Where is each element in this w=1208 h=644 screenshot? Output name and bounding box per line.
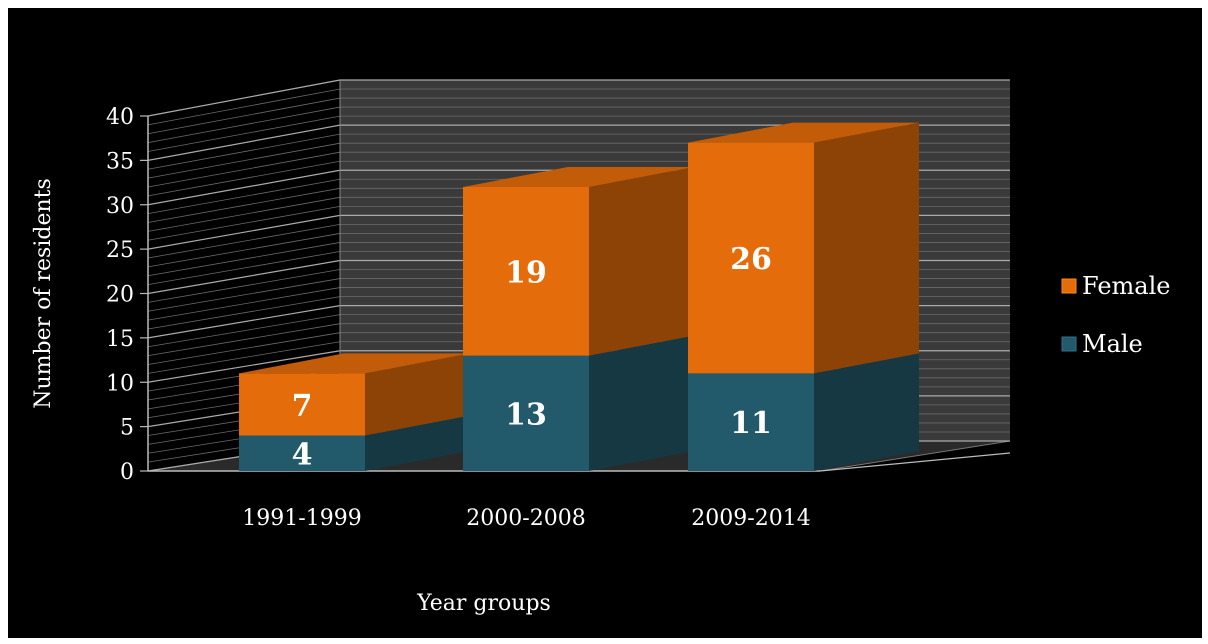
bar-front-face xyxy=(688,373,814,471)
bar-front-face xyxy=(463,355,589,471)
side-gridline xyxy=(147,115,341,152)
x-tick-label: 2000-2008 xyxy=(466,506,585,531)
legend-swatch xyxy=(1061,278,1077,294)
data-label-male: 4 xyxy=(292,437,313,472)
side-gridline xyxy=(147,287,341,321)
side-gridline xyxy=(147,160,341,197)
bar-side-face xyxy=(814,122,919,374)
y-tick-label: 20 xyxy=(106,283,134,308)
data-label-male: 13 xyxy=(505,397,547,432)
bar-female-2000-2008 xyxy=(463,167,694,356)
side-gridline xyxy=(147,97,341,135)
bar-side-face xyxy=(589,335,694,471)
stacked-3d-bar-chart: 4 7 13 19 11 26 0 5 10 15 20 25 30 35 40 1991-1999 2000… xyxy=(31,79,1171,616)
side-gridline xyxy=(147,214,341,250)
y-tick-label: 30 xyxy=(106,194,134,219)
side-gridline xyxy=(147,205,341,241)
legend: Female Male xyxy=(1061,272,1171,358)
side-gridline xyxy=(147,151,341,188)
side-gridline xyxy=(147,88,341,126)
legend-swatch xyxy=(1061,336,1077,352)
y-tick-label: 15 xyxy=(106,327,134,352)
side-gridline xyxy=(147,314,341,348)
side-gridline xyxy=(147,332,341,365)
y-tick-label: 25 xyxy=(106,238,134,263)
y-tick-label: 40 xyxy=(106,105,134,130)
side-gridline xyxy=(147,350,341,383)
bar-top-face xyxy=(688,122,919,143)
bar-top-face xyxy=(463,167,694,187)
bar-side-face xyxy=(589,167,694,356)
x-tick-label: 1991-1999 xyxy=(242,506,361,531)
y-axis-title: Number of residents xyxy=(31,178,56,409)
y-tick-label: 10 xyxy=(106,371,134,396)
side-gridline xyxy=(147,133,341,170)
data-label-male: 11 xyxy=(730,406,772,441)
side-gridline xyxy=(147,187,341,223)
legend-item-male: Male xyxy=(1061,330,1143,358)
y-tick-label: 0 xyxy=(120,460,134,485)
bar-front-face xyxy=(463,187,589,356)
x-axis-title: Year groups xyxy=(416,591,551,616)
side-gridline xyxy=(147,305,341,339)
side-gridline xyxy=(147,169,341,206)
side-gridline xyxy=(147,142,341,179)
bar-female-2009-2014 xyxy=(688,122,919,374)
bar-female-1991-1999 xyxy=(239,353,470,436)
bar-side-face xyxy=(365,415,470,471)
y-tick-label: 35 xyxy=(106,149,134,174)
legend-item-female: Female xyxy=(1061,272,1171,300)
side-gridline xyxy=(147,79,341,117)
data-label-female: 7 xyxy=(292,388,313,423)
side-gridline xyxy=(147,278,341,312)
legend-label: Female xyxy=(1082,272,1171,300)
side-gridline xyxy=(147,242,341,277)
side-gridline xyxy=(147,296,341,330)
side-gridline xyxy=(147,323,341,357)
tick-labels: 0 5 10 15 20 25 30 35 40 1991-1999 2000-2008 2009-2… xyxy=(106,105,811,531)
y-tick-label: 5 xyxy=(120,416,134,441)
side-gridline xyxy=(147,251,341,286)
bar-male-2000-2008 xyxy=(463,335,694,471)
bar-front-face xyxy=(688,142,814,374)
legend-label: Male xyxy=(1082,330,1143,358)
bar-male-1991-1999 xyxy=(239,415,470,471)
data-labels: 4 7 13 19 11 26 xyxy=(292,242,772,472)
data-label-female: 19 xyxy=(505,255,547,290)
floor-edge-line xyxy=(819,452,1011,472)
bar-side-face xyxy=(365,353,470,436)
side-gridline xyxy=(147,269,341,303)
data-label-female: 26 xyxy=(730,242,772,277)
bar-front-face xyxy=(239,373,365,436)
bar-male-2009-2014 xyxy=(688,353,919,471)
bar-side-face xyxy=(814,353,919,471)
bars xyxy=(239,122,919,471)
side-gridline xyxy=(147,233,341,268)
bar-front-face xyxy=(239,435,365,471)
bar-top-face xyxy=(239,353,470,374)
side-gridline xyxy=(147,259,341,295)
side-gridline xyxy=(147,178,341,215)
side-gridline xyxy=(147,196,341,232)
side-gridline xyxy=(147,224,341,259)
side-gridline xyxy=(147,106,341,144)
side-gridline xyxy=(147,124,341,161)
chart-frame: 4 7 13 19 11 26 0 5 10 15 20 25 30 35 40 1991-1999 2000… xyxy=(8,8,1202,638)
x-tick-label: 2009-2014 xyxy=(691,506,810,531)
side-gridline xyxy=(147,341,341,374)
